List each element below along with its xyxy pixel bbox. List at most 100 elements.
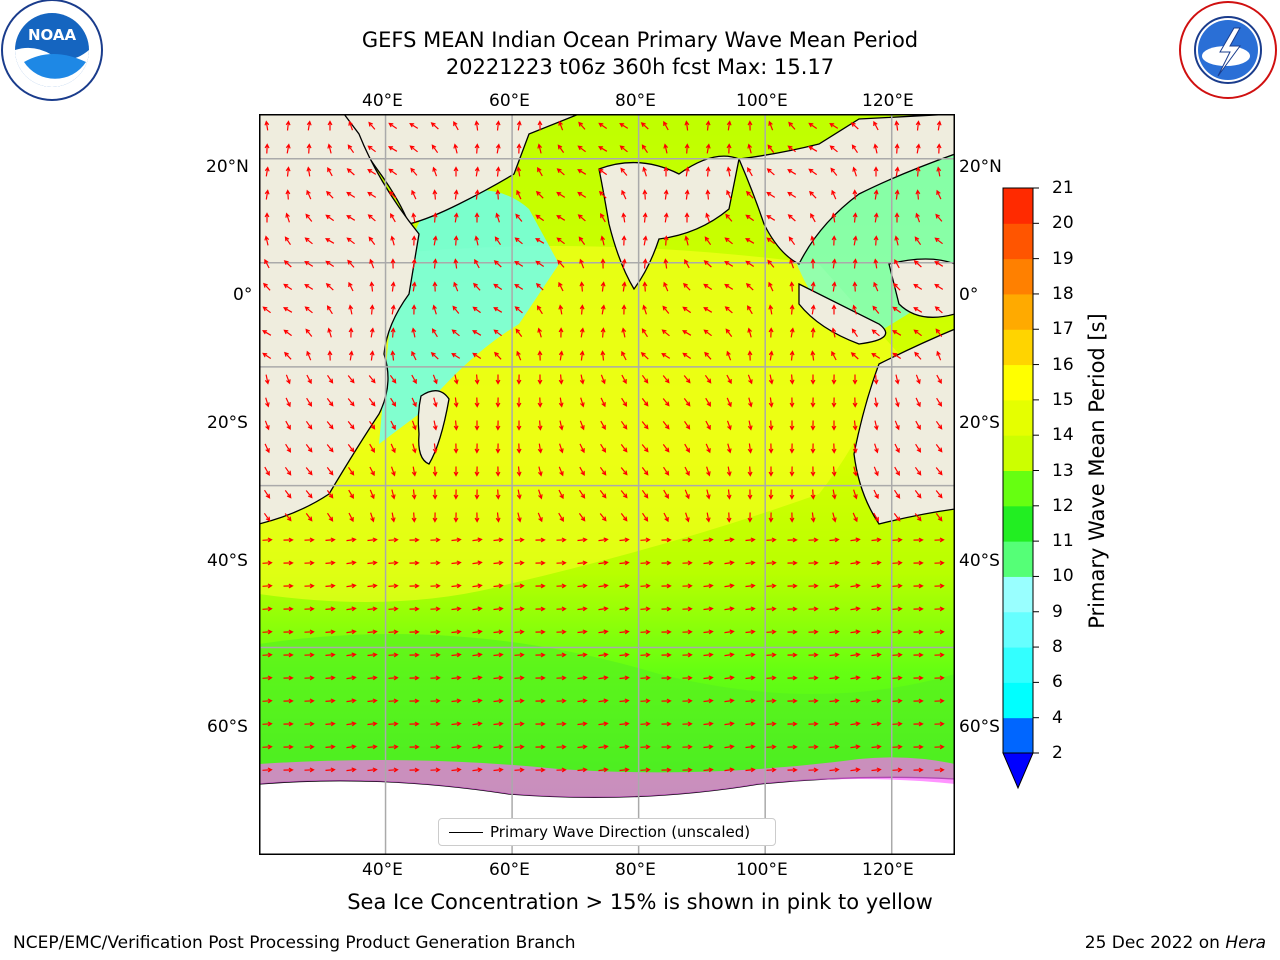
wave-arrow [598, 560, 609, 566]
wave-arrow [472, 560, 483, 566]
wave-arrow [745, 583, 756, 589]
wave-arrow [348, 304, 354, 315]
wave-arrow [808, 560, 819, 566]
svg-text:NOAA: NOAA [28, 26, 77, 44]
wave-arrow [831, 420, 837, 431]
wave-arrow [390, 443, 396, 454]
wave-arrow [661, 352, 671, 359]
wave-arrow [871, 583, 882, 589]
wave-arrow [348, 120, 354, 131]
wave-arrow [724, 306, 733, 314]
wave-arrow [556, 767, 567, 773]
wave-arrow [556, 698, 567, 704]
wave-arrow [915, 212, 921, 223]
wave-arrow [705, 443, 711, 454]
wave-arrow [808, 168, 818, 176]
wave-arrow [348, 281, 354, 292]
wave-arrow [726, 512, 732, 523]
wave-arrow [600, 374, 606, 385]
wave-arrow [325, 214, 335, 222]
wave-arrow [598, 146, 608, 152]
wave-arrow [852, 466, 858, 477]
wave-arrow [368, 236, 376, 245]
wave-arrow [472, 767, 483, 773]
wave-arrow [850, 629, 861, 635]
wave-arrow [640, 122, 649, 130]
wave-arrow [537, 143, 543, 154]
wave-arrow [935, 467, 943, 476]
wave-arrow [431, 144, 439, 154]
wave-arrow [808, 721, 819, 727]
wave-arrow [831, 235, 837, 246]
wave-arrow [745, 721, 756, 727]
wave-arrow [514, 306, 523, 314]
wave-arrow [472, 306, 481, 314]
wave-arrow [725, 328, 733, 337]
wave-arrow [913, 721, 924, 727]
wave-arrow [913, 583, 924, 589]
wave-arrow [283, 606, 294, 612]
wave-arrow [283, 583, 294, 589]
lon-tick-top-100: 100°E [736, 91, 788, 111]
wave-arrow [348, 466, 355, 476]
wave-arrow [745, 283, 754, 291]
wave-arrow [369, 350, 375, 361]
wave-arrow [347, 144, 355, 154]
wave-arrow [409, 560, 420, 566]
wave-arrow [892, 675, 903, 681]
wave-arrow [472, 537, 483, 543]
wave-arrow [535, 767, 546, 773]
wave-arrow [453, 258, 459, 269]
wave-arrow [766, 744, 777, 750]
wave-arrow [451, 537, 462, 543]
wave-arrow [516, 189, 522, 200]
wave-arrow [493, 606, 504, 612]
wave-arrow [537, 327, 543, 338]
wave-arrow [537, 120, 543, 131]
wave-arrow [892, 560, 903, 566]
wave-arrow [894, 259, 900, 269]
wave-arrow [558, 489, 564, 500]
wave-arrow [262, 675, 273, 681]
wave-arrow [745, 560, 756, 566]
wave-arrow [348, 350, 354, 361]
colorbar-segment [1003, 435, 1033, 471]
wave-arrow [473, 282, 481, 291]
wave-arrow [388, 122, 398, 129]
colorbar-segment [1003, 293, 1033, 330]
colorbar-segment [1003, 576, 1033, 613]
wave-arrow [283, 698, 294, 704]
wave-arrow [451, 329, 460, 337]
wave-arrow [495, 166, 501, 177]
wave-arrow [264, 166, 270, 177]
wave-arrow [515, 213, 523, 222]
wave-arrow [913, 744, 924, 750]
wave-arrow [831, 489, 837, 500]
wave-arrow [768, 512, 774, 523]
wave-arrow [810, 420, 816, 431]
wave-arrow [514, 583, 525, 589]
wave-arrow [935, 420, 943, 430]
wave-arrow [305, 444, 313, 453]
wave-arrow [304, 629, 315, 635]
wave-arrow [934, 675, 945, 681]
wave-arrow [472, 583, 483, 589]
wave-arrow [390, 397, 397, 407]
wave-arrow [411, 350, 417, 361]
wave-arrow [766, 675, 777, 681]
wave-arrow [852, 397, 858, 408]
wave-arrow [388, 168, 398, 176]
wave-arrow [409, 145, 418, 153]
wave-arrow [556, 675, 567, 681]
wave-arrow [914, 466, 922, 476]
wave-arrow [558, 304, 564, 315]
wave-arrow [577, 652, 588, 658]
wave-arrow [768, 466, 774, 477]
wave-arrow [747, 120, 753, 131]
wave-arrow [495, 374, 501, 385]
wave-arrow [620, 490, 628, 499]
wave-arrow [347, 375, 355, 384]
wave-arrow [537, 167, 543, 177]
wave-arrow [306, 374, 312, 385]
colorbar-segment [1003, 541, 1033, 577]
